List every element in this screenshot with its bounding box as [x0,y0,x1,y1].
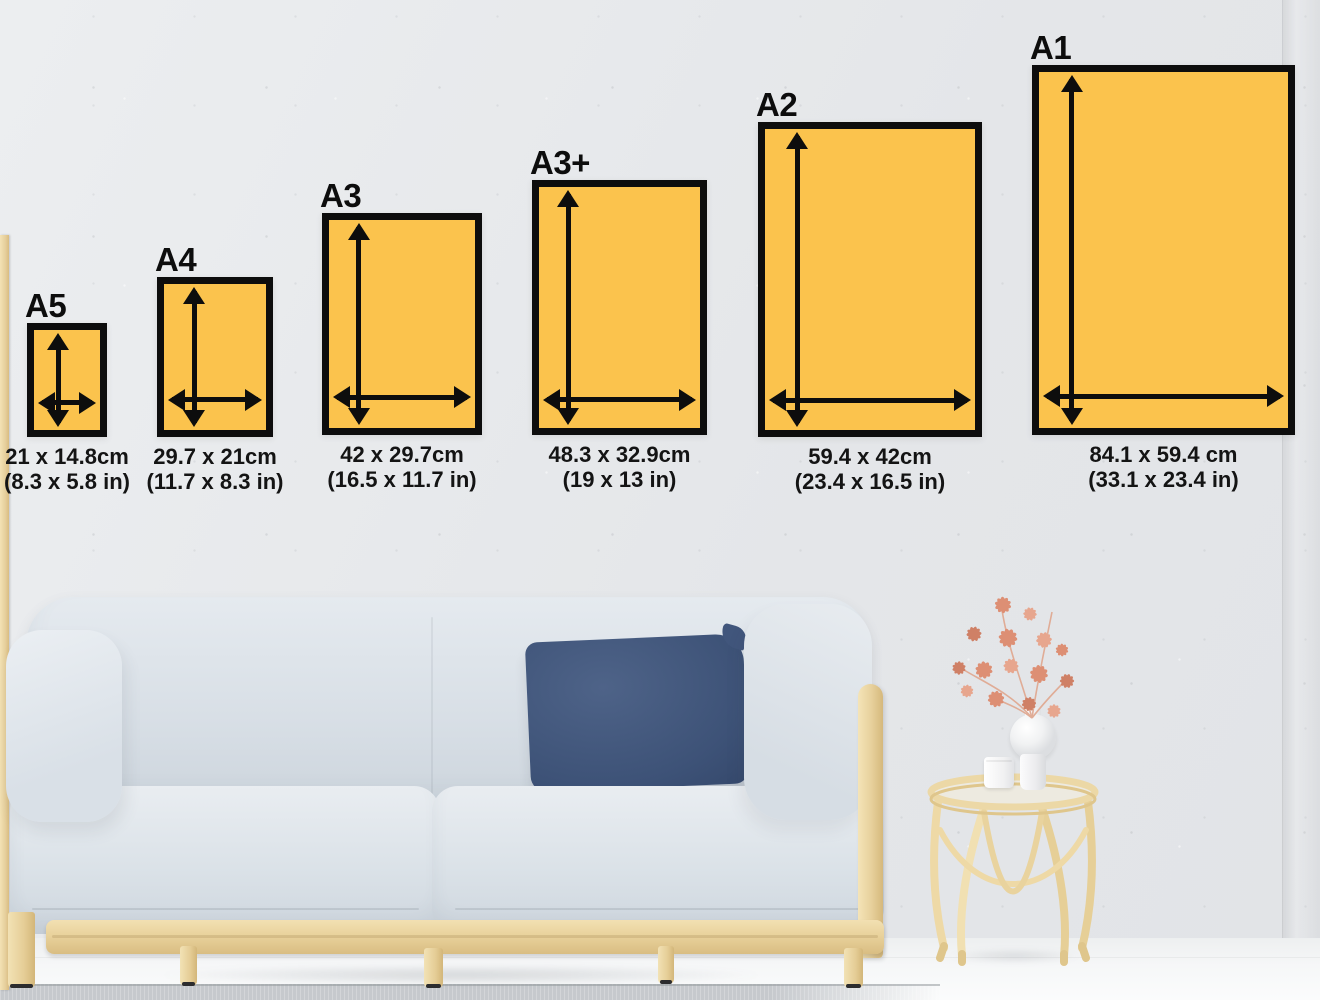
sofa-leg [424,948,443,988]
sofa-leg [180,946,197,986]
flower-branch [950,594,1078,720]
dimensions-text: 84.1 x 59.4 cm (33.1 x 23.4 in) [1088,442,1238,492]
sofa-wood-arm-frame [858,684,883,958]
sofa-floor-shadow [26,960,896,990]
dimensions-cm: 42 x 29.7cm [340,442,464,467]
width-arrow [1047,393,1280,399]
dimensions-inches: (33.1 x 23.4 in) [1088,467,1239,492]
sofa-leg [844,948,863,988]
height-arrow [55,337,61,423]
size-label: A3 [320,177,362,214]
dimensions-cm: 21 x 14.8cm [5,444,129,469]
sofa-arm-right [744,604,872,820]
height-arrow [794,136,800,423]
table-legs [930,798,1096,966]
paper-rectangle [1032,65,1295,435]
dimensions-text: 21 x 14.8cm (8.3 x 5.8 in) [4,444,130,494]
size-label: A3+ [530,144,590,181]
white-cup [984,757,1014,788]
width-arrow [42,400,92,405]
width-arrow [773,397,967,403]
size-panel-a2: A2 59.4 x 42cm (23.4 x 16.5 in) [756,88,982,494]
white-vase [1008,707,1058,790]
sofa-leg [658,946,674,984]
dimensions-inches: (8.3 x 5.8 in) [4,469,130,494]
size-label: A4 [155,241,197,278]
dimensions-inches: (19 x 13 in) [562,467,677,492]
dimensions-cm: 48.3 x 32.9cm [548,442,691,467]
height-arrow [565,194,571,421]
width-arrow [337,394,467,400]
paper-rectangle [532,180,707,435]
size-label: A5 [25,287,67,324]
paper-rectangle [27,323,107,437]
dimensions-inches: (23.4 x 16.5 in) [794,469,946,494]
paper-rectangle [758,122,982,437]
sofa-wood-rail [46,920,884,954]
paper-rectangle [322,213,482,435]
dimensions-inches: (16.5 x 11.7 in) [327,467,477,492]
size-label: A2 [756,86,798,123]
dimensions-text: 59.4 x 42cm (23.4 x 16.5 in) [795,444,945,494]
navy-throw-pillow [524,633,750,793]
wooden-post [0,235,9,990]
paper-rectangle [157,277,273,437]
size-panel-a5: A5 21 x 14.8cm (8.3 x 5.8 in) [4,289,130,494]
sofa-leg [8,912,35,988]
height-arrow [356,227,362,421]
rug [0,984,940,1000]
width-arrow [172,397,258,403]
dimensions-cm: 29.7 x 21cm [153,444,277,469]
dimensions-text: 42 x 29.7cm (16.5 x 11.7 in) [327,442,476,492]
height-arrow [191,291,197,423]
dimensions-text: 48.3 x 32.9cm (19 x 13 in) [549,442,691,492]
side-table [927,773,1099,966]
dimensions-inches: (11.7 x 8.3 in) [146,469,284,494]
vase-bulb [1010,714,1056,760]
dimensions-cm: 84.1 x 59.4 cm [1089,442,1238,467]
sofa-arm-left [6,630,122,822]
dimensions-cm: 59.4 x 42cm [808,444,932,469]
size-panel-a4: A4 29.7 x 21cm (11.7 x 8.3 in) [147,243,284,494]
vase-base [1020,754,1046,790]
height-arrow [1069,79,1075,421]
size-panel-a3plus: A3+ 48.3 x 32.9cm (19 x 13 in) [530,146,707,492]
width-arrow [547,397,692,403]
size-label: A1 [1030,29,1072,66]
dimensions-text: 29.7 x 21cm (11.7 x 8.3 in) [147,444,284,494]
size-panel-a3: A3 42 x 29.7cm (16.5 x 11.7 in) [320,179,482,492]
size-panel-a1: A1 84.1 x 59.4 cm (33.1 x 23.4 in) [1030,31,1295,492]
